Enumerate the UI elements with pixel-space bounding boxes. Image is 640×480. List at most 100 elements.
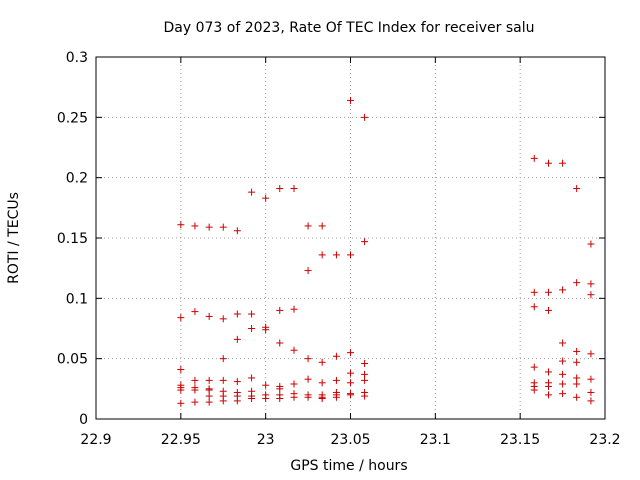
data-point	[545, 306, 553, 314]
data-point	[530, 303, 538, 311]
data-point	[587, 350, 595, 358]
data-point	[545, 288, 553, 296]
data-point	[559, 339, 567, 347]
data-point	[276, 185, 284, 193]
data-point	[559, 159, 567, 167]
data-point	[530, 386, 538, 394]
data-point	[587, 375, 595, 383]
data-point	[559, 390, 567, 398]
y-tick-label: 0	[79, 412, 88, 428]
data-point	[219, 223, 227, 231]
data-point	[233, 310, 241, 318]
data-point	[318, 222, 326, 230]
data-point	[233, 378, 241, 386]
data-point	[559, 370, 567, 378]
data-point	[290, 380, 298, 388]
x-tick-label: 23.05	[330, 432, 370, 448]
data-point	[290, 185, 298, 193]
data-point	[587, 388, 595, 396]
data-point	[361, 376, 369, 384]
data-point	[332, 352, 340, 360]
x-tick-label: 22.9	[80, 432, 111, 448]
data-point	[219, 376, 227, 384]
data-point	[347, 251, 354, 259]
data-point	[573, 380, 581, 388]
data-point	[573, 374, 581, 382]
data-point	[559, 357, 567, 365]
data-point	[177, 221, 185, 229]
data-point	[177, 314, 185, 322]
data-point	[177, 386, 185, 394]
data-point	[332, 251, 340, 259]
data-point	[318, 379, 326, 387]
data-point	[262, 326, 270, 334]
data-point	[545, 159, 553, 167]
data-point	[347, 391, 354, 399]
data-point	[191, 398, 199, 406]
data-point	[587, 291, 595, 299]
data-point	[361, 392, 369, 400]
data-point	[248, 374, 256, 382]
data-point	[304, 222, 312, 230]
data-point	[191, 386, 199, 394]
data-point	[205, 223, 213, 231]
data-point	[276, 306, 284, 314]
data-point	[318, 394, 326, 402]
data-point	[262, 194, 270, 202]
data-point	[545, 382, 553, 390]
data-point	[559, 286, 567, 294]
data-point	[233, 227, 241, 235]
data-point	[361, 238, 369, 246]
data-point	[191, 222, 199, 230]
data-point	[233, 335, 241, 343]
data-point	[361, 370, 369, 378]
y-tick-label: 0.1	[66, 291, 88, 307]
data-point	[347, 369, 354, 377]
data-point	[347, 379, 354, 387]
data-point	[304, 393, 312, 401]
data-point	[248, 325, 256, 332]
x-tick-label: 23.1	[420, 432, 451, 448]
data-point	[262, 394, 270, 402]
data-point	[177, 399, 185, 407]
data-point	[290, 346, 298, 354]
data-point	[304, 267, 312, 275]
data-point	[530, 288, 538, 296]
data-point	[559, 380, 567, 388]
data-point	[219, 397, 227, 405]
data-point	[573, 393, 581, 401]
x-tick-label: 23.2	[589, 432, 620, 448]
data-point	[347, 349, 354, 357]
data-point	[248, 310, 256, 318]
x-tick-label: 22.95	[161, 432, 201, 448]
data-point	[530, 363, 538, 371]
data-point	[248, 394, 256, 402]
data-point	[219, 315, 227, 323]
data-point	[304, 375, 312, 383]
data-point	[276, 339, 284, 347]
data-point	[205, 312, 213, 320]
data-point	[347, 96, 354, 104]
data-point	[361, 359, 369, 367]
data-point	[205, 398, 213, 406]
data-point	[573, 279, 581, 287]
axis-ticks: 22.9 22.95 23 23.05 23.1 23.15 23.2 0 0.05 0.1 0.1…	[57, 50, 621, 448]
data-point	[304, 355, 312, 363]
data-point	[318, 251, 326, 259]
y-tick-label: 0.3	[66, 50, 88, 66]
data-point	[205, 392, 213, 400]
data-point	[290, 305, 298, 313]
data-point	[573, 358, 581, 366]
data-point	[587, 280, 595, 288]
data-point	[332, 393, 340, 401]
data-point	[318, 358, 326, 366]
data-point	[573, 185, 581, 193]
x-axis-label: GPS time / hours	[290, 458, 407, 474]
data-point	[361, 113, 369, 121]
grid	[96, 57, 605, 419]
data-point	[248, 188, 256, 196]
data-point	[332, 376, 340, 384]
data-point	[545, 391, 553, 399]
data-points	[177, 96, 595, 407]
